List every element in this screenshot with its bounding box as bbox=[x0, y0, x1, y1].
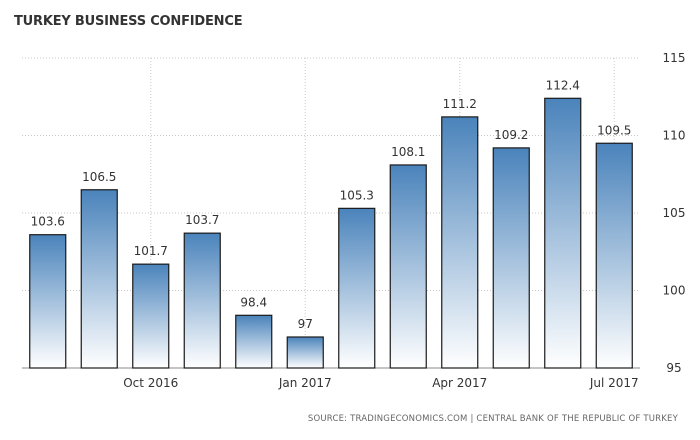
bar-value-label: 108.1 bbox=[391, 145, 425, 159]
value-labels: 103.6 106.5 101.7 103.7 98.4 97 105.3 108.1 111.… bbox=[31, 78, 632, 331]
bar-value-label: 97 bbox=[298, 317, 313, 331]
bars bbox=[29, 97, 633, 369]
bar bbox=[544, 97, 582, 369]
source-note: SOURCE: TRADINGECONOMICS.COM | CENTRAL B… bbox=[307, 414, 678, 424]
bar-value-label: 109.2 bbox=[494, 128, 528, 142]
bar-value-label: 103.7 bbox=[185, 213, 219, 227]
bar-value-label: 98.4 bbox=[240, 295, 267, 309]
x-tick-label: Oct 2016 bbox=[123, 376, 178, 390]
x-tick-label: Jul 2017 bbox=[589, 376, 639, 390]
y-tick-label: 95 bbox=[666, 361, 681, 375]
bar-value-label: 103.6 bbox=[31, 215, 65, 229]
bar bbox=[235, 314, 273, 369]
y-tick-label: 110 bbox=[663, 129, 686, 143]
bar-value-label: 101.7 bbox=[134, 244, 168, 258]
x-tick-label: Apr 2017 bbox=[432, 376, 487, 390]
bar bbox=[132, 263, 170, 369]
bar bbox=[595, 142, 633, 369]
bar bbox=[338, 207, 376, 369]
bar bbox=[286, 336, 324, 369]
bar bbox=[80, 189, 118, 369]
y-tick-label: 115 bbox=[663, 51, 686, 65]
bar bbox=[492, 147, 530, 369]
bar bbox=[389, 164, 427, 369]
bar-value-label: 109.5 bbox=[597, 123, 631, 137]
bar bbox=[441, 116, 479, 369]
x-tick-label: Jan 2017 bbox=[278, 376, 332, 390]
grid-lines bbox=[22, 57, 640, 369]
y-tick-label: 100 bbox=[663, 284, 686, 298]
y-tick-label: 105 bbox=[663, 206, 686, 220]
bar bbox=[183, 232, 221, 369]
axis-labels: 95 100 105 110 115 Oct 2016 Jan 2017 Apr 2017 Ju… bbox=[123, 51, 685, 390]
bar-value-label: 106.5 bbox=[82, 170, 116, 184]
bar-value-label: 111.2 bbox=[443, 97, 477, 111]
chart-title: TURKEY BUSINESS CONFIDENCE bbox=[14, 14, 243, 29]
bar-value-label: 105.3 bbox=[340, 188, 374, 202]
bar-value-label: 112.4 bbox=[546, 78, 580, 92]
bar bbox=[29, 234, 67, 369]
